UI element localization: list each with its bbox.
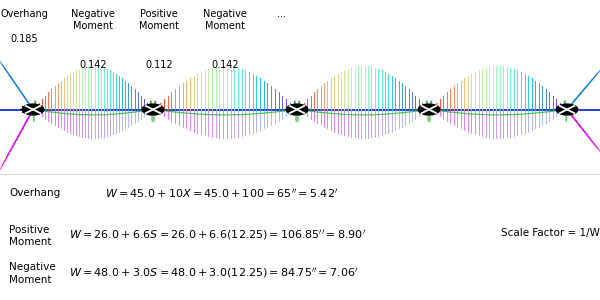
- Text: Negative
Moment: Negative Moment: [71, 9, 115, 32]
- Circle shape: [418, 104, 440, 115]
- Text: Negative
Moment: Negative Moment: [9, 262, 56, 285]
- Text: Overhang: Overhang: [0, 9, 48, 19]
- Circle shape: [556, 104, 578, 115]
- Circle shape: [142, 104, 164, 115]
- Text: Overhang: Overhang: [9, 188, 60, 197]
- Text: 0.185: 0.185: [10, 34, 38, 44]
- Text: $\mathit{W}=45.0+10\mathit{X}=45.0+100=65^{\prime\prime}=5.42^{\prime}$: $\mathit{W}=45.0+10\mathit{X}=45.0+100=6…: [105, 188, 338, 200]
- Text: Positive
Moment: Positive Moment: [9, 225, 52, 248]
- Text: 0.142: 0.142: [211, 60, 239, 70]
- Circle shape: [22, 104, 44, 115]
- Text: Positive
Moment: Positive Moment: [139, 9, 179, 32]
- Text: 0.112: 0.112: [145, 60, 173, 70]
- Text: $\mathit{W}=26.0+6.6\mathit{S}=26.0+6.6(12.25)=106.85^{\prime\prime}=8.90^{\prim: $\mathit{W}=26.0+6.6\mathit{S}=26.0+6.6(…: [69, 228, 366, 242]
- Circle shape: [286, 104, 308, 115]
- Text: Scale Factor = 1/W: Scale Factor = 1/W: [501, 228, 600, 238]
- Text: Negative
Moment: Negative Moment: [203, 9, 247, 32]
- Text: 0.142: 0.142: [79, 60, 107, 70]
- Text: ...: ...: [277, 9, 287, 19]
- Text: $\mathit{W}=48.0+3.0\mathit{S}=48.0+3.0(12.25)=84.75^{\prime\prime}=7.06^{\prime: $\mathit{W}=48.0+3.0\mathit{S}=48.0+3.0(…: [69, 266, 358, 280]
